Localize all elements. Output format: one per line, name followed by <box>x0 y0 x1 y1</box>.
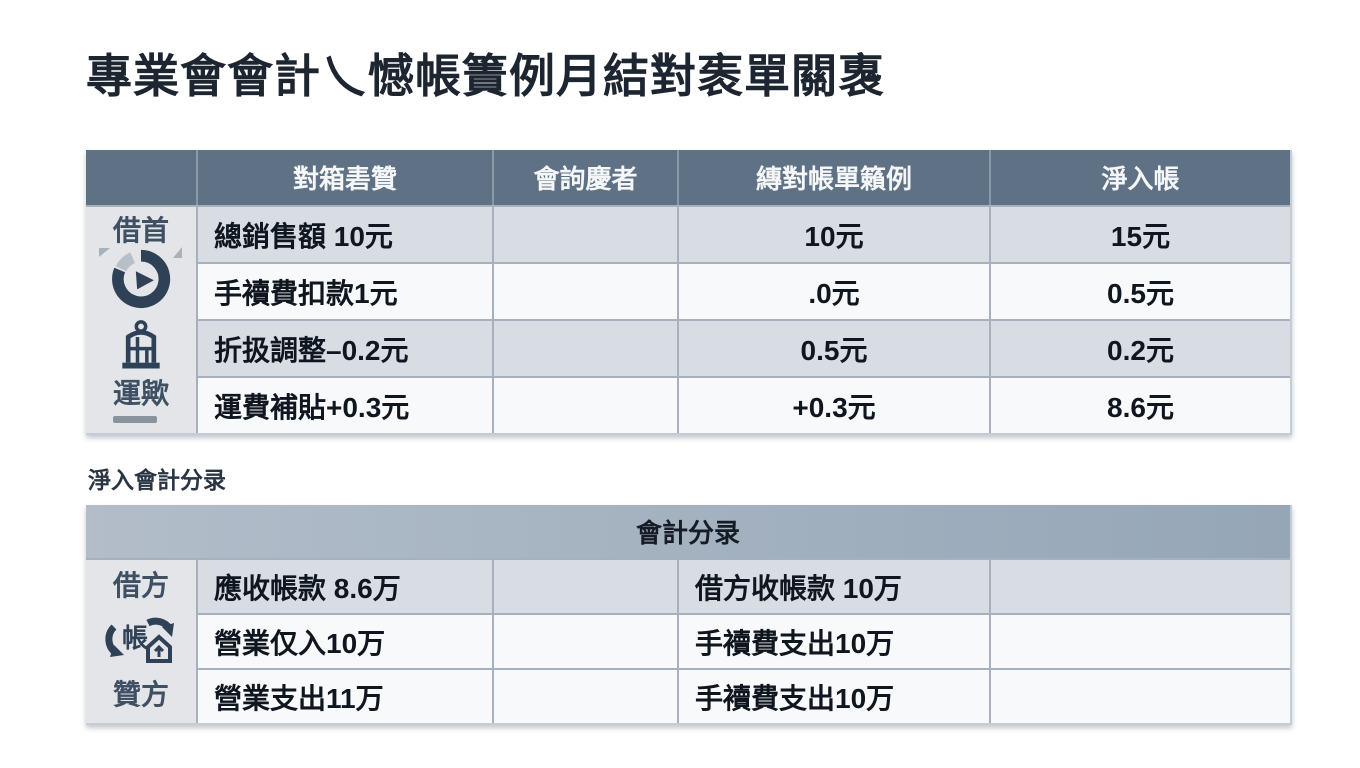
table-cell: 0.2元 <box>989 319 1290 376</box>
table-cell: 應收帳款 8.6万 <box>196 558 492 613</box>
table-cell: 手襩費扣款1元 <box>196 262 492 319</box>
table-cell: 營業支出11万 <box>196 668 492 723</box>
table-cell: 運費補貼+0.3元 <box>196 376 492 433</box>
debit-label: 借方 <box>113 570 169 602</box>
table1-side-column: 借首 <box>86 205 196 433</box>
header-cell-corner <box>86 150 196 205</box>
debit-label-text: 借方 <box>112 570 169 601</box>
reconciliation-table: 對箱砉贊 會訽慶者 縳對帳單籟例 淨入帳 借首 <box>86 150 1292 435</box>
table-cell <box>989 668 1290 723</box>
header-cell-net: 淨入帳 <box>989 150 1290 205</box>
table-cell <box>492 558 677 613</box>
journal-entries-table: 會計分录 借方 帳 贊方 <box>86 505 1292 725</box>
slide: 專業會會計乀憾帳簀例月結對袠單關褢 對箱砉贊 會訽慶者 縳對帳單籟例 淨入帳 借… <box>86 50 1292 725</box>
table-cell: 借方收帳款 10万 <box>677 558 989 613</box>
underline-bar <box>112 416 157 423</box>
credit-label: 贊方 <box>113 679 169 711</box>
chevron-left-icon <box>98 248 110 258</box>
table-cell: 15元 <box>989 205 1290 262</box>
refresh-cycle-icon <box>110 248 172 315</box>
ledger-cycle-icon: 帳 <box>102 605 180 676</box>
table2-side-column: 借方 帳 贊方 <box>86 558 196 723</box>
table-cell <box>989 558 1290 613</box>
table-cell: 手襩費支出10万 <box>677 668 989 723</box>
table-cell <box>492 262 677 319</box>
table-cell: 0.5元 <box>989 262 1290 319</box>
credit-label-text: 贊方 <box>112 678 169 710</box>
header-cell-sales: 對箱砉贊 <box>196 150 492 205</box>
page-title: 專業會會計乀憾帳簀例月結對袠單關褢 <box>86 50 885 102</box>
table-cell: +0.3元 <box>677 376 989 433</box>
side-bottom-label-text: 運歟 <box>112 377 169 409</box>
ledger-icon-char: 帳 <box>122 623 148 653</box>
side-top-label-text: 借首 <box>112 215 169 246</box>
building-icon <box>113 316 169 377</box>
table-cell <box>989 613 1290 668</box>
table-cell <box>492 613 677 668</box>
table-cell: .0元 <box>677 262 989 319</box>
header-cell-statement: 縳對帳單籟例 <box>677 150 989 205</box>
table-cell: 8.6元 <box>989 376 1290 433</box>
house-icon <box>146 634 172 663</box>
table-cell: 折扱調整–0.2元 <box>196 319 492 376</box>
side-top-label: 借首 <box>98 215 182 259</box>
header-cell-accountant: 會訽慶者 <box>492 150 677 205</box>
journal-header-cell: 會計分录 <box>86 505 1290 558</box>
table-cell: 營業仅入10万 <box>196 613 492 668</box>
chevron-right-icon <box>173 247 182 259</box>
table-cell: 10元 <box>677 205 989 262</box>
table-cell: 手襩費支出10万 <box>677 613 989 668</box>
table-cell: 總銷售額 10元 <box>196 205 492 262</box>
table-cell <box>492 205 677 262</box>
table-cell <box>492 376 677 433</box>
section-label: 淨入會計分录 <box>88 467 226 493</box>
table-cell <box>492 319 677 376</box>
table-cell: 0.5元 <box>677 319 989 376</box>
side-bottom-label: 運歟 <box>112 377 169 423</box>
table-cell <box>492 668 677 723</box>
